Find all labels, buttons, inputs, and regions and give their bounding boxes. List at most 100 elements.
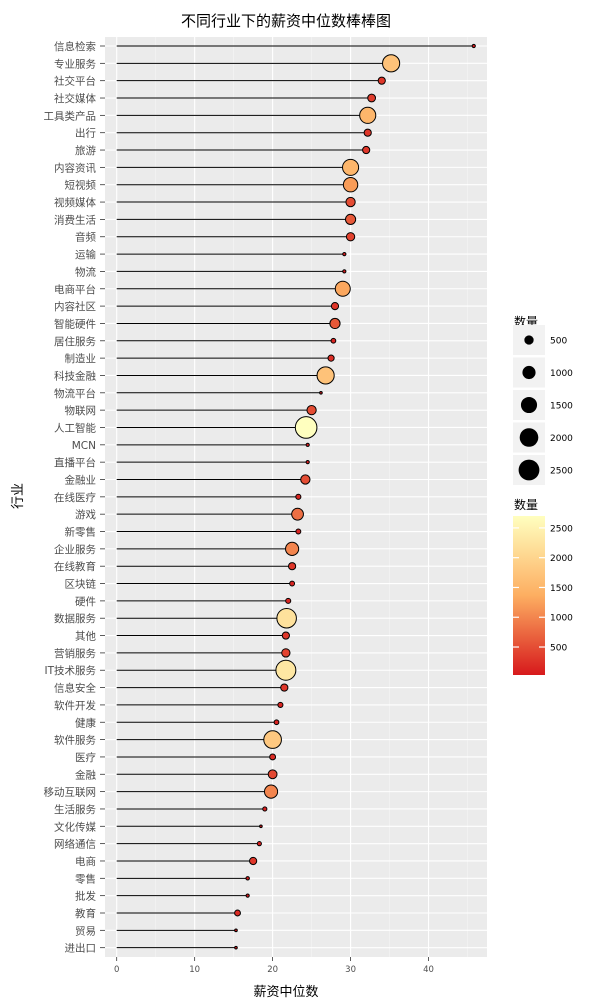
point — [305, 442, 310, 447]
point — [363, 128, 372, 137]
size-legend-label: 2000 — [550, 434, 573, 444]
point — [289, 580, 296, 587]
y-axis-title: 行业 — [11, 483, 26, 509]
x-axis-tick-labels: 0 10 20 30 40 — [114, 957, 434, 975]
y-tick-label: 生活服务 — [54, 803, 96, 816]
y-tick-label: 物流 — [75, 265, 96, 278]
x-tick-label: 20 — [267, 965, 278, 975]
color-legend-title: 数量 — [514, 497, 538, 512]
point — [276, 607, 297, 629]
y-tick-label: 软件开发 — [54, 699, 96, 712]
y-tick-label: 居住服务 — [54, 335, 96, 348]
y-tick-label: 工具类产品 — [44, 109, 97, 122]
point — [382, 54, 401, 73]
y-tick-label: 企业服务 — [54, 543, 96, 556]
y-tick-label: 制造业 — [65, 352, 97, 365]
point — [267, 769, 278, 780]
point — [294, 416, 318, 439]
point — [471, 43, 476, 49]
point — [306, 404, 317, 416]
y-tick-label: 信息安全 — [54, 682, 96, 695]
size-legend-key — [520, 396, 538, 414]
size-legend-key — [522, 365, 536, 380]
x-tick-label: 40 — [423, 965, 434, 975]
y-tick-label: 在线教育 — [54, 560, 96, 573]
point — [362, 145, 371, 155]
y-tick-label: 视频媒体 — [54, 196, 96, 209]
point — [359, 106, 377, 124]
y-tick-label: 电商平台 — [54, 283, 96, 296]
y-tick-label: 直播平台 — [54, 456, 96, 469]
point — [295, 493, 302, 500]
size-legend-label: 1000 — [550, 369, 573, 379]
point — [277, 701, 284, 708]
point — [295, 528, 302, 535]
point — [342, 177, 359, 193]
point — [245, 876, 250, 881]
y-tick-label: 物联网 — [65, 404, 97, 417]
color-legend-label: 1500 — [550, 584, 573, 594]
size-legend-key — [519, 428, 539, 447]
point — [367, 93, 377, 103]
chart-title: 不同行业下的薪资中位数棒棒图 — [181, 12, 391, 30]
point — [273, 719, 280, 726]
y-tick-label: 电商 — [75, 855, 96, 868]
point — [334, 280, 351, 297]
color-bar — [513, 516, 545, 675]
color-legend-label: 2500 — [550, 524, 573, 534]
point — [327, 354, 335, 362]
y-tick-label: 社交平台 — [54, 75, 96, 88]
y-tick-label: 物流平台 — [54, 387, 96, 400]
size-legend-label: 1500 — [550, 402, 573, 412]
point — [345, 196, 356, 208]
y-tick-label: 内容资讯 — [54, 161, 96, 174]
y-tick-label: 新零售 — [65, 526, 97, 539]
point — [280, 683, 289, 692]
y-tick-label: 金融业 — [65, 474, 97, 487]
y-tick-label: 文化传媒 — [54, 820, 96, 833]
y-tick-label: 批发 — [75, 890, 96, 903]
point — [263, 730, 282, 749]
y-tick-label: 区块链 — [65, 578, 97, 591]
y-tick-label: IT技术服务 — [44, 664, 96, 677]
size-legend-key — [518, 459, 540, 481]
y-tick-label: 信息检索 — [54, 40, 96, 53]
color-legend-label: 2000 — [550, 554, 573, 564]
x-tick-label: 30 — [345, 965, 356, 975]
y-tick-label: 贸易 — [75, 925, 96, 937]
y-tick-label: 金融 — [75, 768, 96, 781]
y-tick-label: 其他 — [75, 630, 96, 643]
point — [234, 909, 241, 917]
point — [342, 251, 347, 257]
y-tick-label: 在线医疗 — [54, 491, 96, 504]
y-axis-tick-labels: 信息检索专业服务社交平台社交媒体工具类产品出行旅游内容资讯短视频视频媒体消费生活… — [44, 40, 105, 955]
y-tick-label: 科技金融 — [54, 369, 96, 382]
point — [305, 460, 310, 465]
point — [281, 648, 291, 658]
y-tick-label: 消费生活 — [54, 213, 96, 226]
y-tick-label: 短视频 — [65, 179, 97, 192]
y-tick-label: 音频 — [75, 231, 96, 244]
point — [259, 824, 263, 829]
point — [345, 232, 356, 242]
point — [234, 928, 238, 933]
lollipop-stems — [116, 45, 474, 949]
y-tick-label: 旅游 — [75, 144, 96, 157]
y-tick-label: 医疗 — [75, 751, 96, 764]
color-legend-label: 1000 — [550, 614, 573, 624]
point — [249, 856, 258, 866]
y-tick-label: 硬件 — [75, 596, 96, 608]
y-tick-label: MCN — [72, 440, 96, 452]
y-tick-label: 健康 — [75, 716, 96, 729]
point — [291, 507, 304, 521]
point — [281, 631, 290, 640]
y-tick-label: 进出口 — [65, 942, 97, 955]
size-legend-key — [524, 335, 534, 345]
x-tick-label: 0 — [114, 965, 119, 975]
point — [344, 213, 357, 225]
y-tick-label: 内容社区 — [54, 300, 96, 313]
x-tick-label: 10 — [189, 965, 200, 975]
point — [285, 597, 292, 604]
y-tick-label: 社交媒体 — [54, 92, 96, 105]
